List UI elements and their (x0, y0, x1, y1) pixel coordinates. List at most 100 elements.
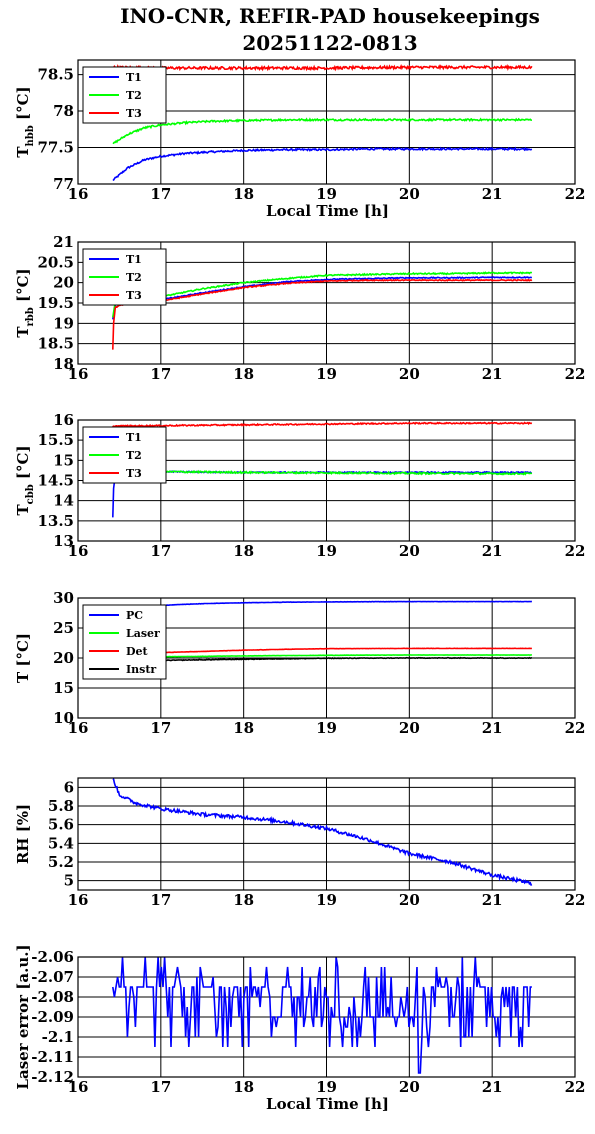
y-tick-label: 14.5 (37, 472, 74, 490)
x-tick-label: 20 (399, 719, 420, 737)
y-tick-label: 15 (53, 679, 74, 697)
x-tick-label: 16 (68, 1078, 89, 1096)
plot-frame (77, 59, 576, 185)
x-tick-label: 17 (150, 719, 171, 737)
y-tick-label: 5.6 (48, 816, 74, 834)
y-tick-label: 20 (53, 274, 74, 292)
legend-label: T3 (126, 467, 142, 480)
x-axis-label: Local Time [h] (266, 1095, 389, 1113)
legend-label: Instr (126, 663, 156, 676)
y-tick-label: 15 (53, 451, 74, 469)
x-tick-label: 18 (233, 1078, 254, 1096)
chart-panel-3: 16 17 18 19 20 21 22 13 13.5 14 14.5 15 15.5 16 Tcbb [… (14, 411, 585, 560)
plot-frame (77, 597, 576, 719)
series-line-t2 (114, 469, 533, 476)
series-line-pc (112, 600, 532, 611)
y-tick-label: 14 (53, 492, 74, 510)
series-line-laser (112, 654, 532, 659)
plot-frame (77, 777, 576, 891)
x-tick-label: 17 (150, 185, 171, 203)
legend: PC Laser Det Instr (82, 604, 167, 680)
series-line-t3 (112, 63, 533, 72)
x-tick-label: 19 (316, 365, 337, 383)
x-tick-label: 21 (482, 891, 503, 909)
y-tick-label: 20 (53, 649, 74, 667)
x-tick-label: 18 (233, 719, 254, 737)
x-tick-label: 19 (316, 719, 337, 737)
series-line-main (112, 957, 532, 1074)
x-tick-label: 17 (150, 1078, 171, 1096)
legend-label: T1 (126, 431, 142, 444)
x-tick-label: 20 (399, 542, 420, 560)
y-tick-label: 18 (53, 355, 74, 373)
x-tick-label: 16 (68, 891, 89, 909)
y-tick-label: -2.12 (31, 1068, 74, 1086)
y-tick-label: -2.11 (31, 1048, 74, 1066)
series-line-t1 (112, 470, 532, 518)
y-tick-label: 6 (64, 778, 74, 796)
x-tick-label: 16 (68, 542, 89, 560)
legend: T1 T2 T3 (82, 66, 167, 124)
legend-label: T1 (126, 71, 142, 84)
y-tick-label: 25 (53, 619, 74, 637)
x-tick-label: 21 (482, 719, 503, 737)
chart-panel-2: 16 17 18 19 20 21 22 18 18.5 19 19.5 20 20.5 21 Trbb [… (14, 233, 585, 383)
x-tick-label: 18 (233, 891, 254, 909)
y-tick-label: 5.8 (48, 797, 74, 815)
legend-box (82, 604, 167, 680)
x-tick-label: 20 (399, 1078, 420, 1096)
x-tick-label: 18 (233, 365, 254, 383)
chart-panel-4: 16 17 18 19 20 21 22 10 15 20 25 30 T [°C] PC Laser Det… (14, 589, 585, 737)
figure-title: INO-CNR, REFIR-PAD housekeepings (120, 4, 540, 28)
x-tick-label: 18 (233, 542, 254, 560)
plot-frame (77, 956, 576, 1078)
legend-label: PC (126, 609, 143, 622)
y-tick-label: -2.09 (31, 1008, 74, 1026)
panels: 16 17 18 19 20 21 22 77 77.5 78 78.5 Local Time [h]… (14, 59, 586, 1113)
y-tick-label: -2.1 (42, 1028, 74, 1046)
plot-frame (77, 241, 576, 365)
x-tick-label: 19 (316, 1078, 337, 1096)
legend-label: Laser (126, 627, 160, 640)
legend-label: Det (126, 645, 149, 658)
y-tick-label: 30 (53, 589, 74, 607)
x-tick-label: 21 (482, 1078, 503, 1096)
y-tick-label: 10 (53, 709, 74, 727)
x-tick-label: 16 (68, 719, 89, 737)
y-tick-label: 21 (53, 233, 74, 251)
series-line-t3 (112, 278, 533, 350)
x-tick-label: 20 (399, 365, 420, 383)
series-line-t2 (112, 271, 533, 318)
y-axis-label: Trbb [°C] (14, 268, 36, 337)
y-tick-label: 78.5 (37, 66, 74, 84)
y-tick-label: 78 (53, 102, 74, 120)
y-tick-label: 13 (53, 532, 74, 550)
x-tick-label: 21 (482, 542, 503, 560)
x-tick-label: 17 (150, 891, 171, 909)
y-axis-label: Tcbb [°C] (14, 445, 36, 515)
series-line-t1 (112, 146, 533, 181)
y-tick-label: 77 (53, 175, 74, 193)
legend: T1 T2 T3 (82, 426, 167, 484)
y-tick-label: 5.2 (48, 853, 74, 871)
y-axis-label: Laser error [a.u.] (14, 944, 32, 1089)
y-axis-label: RH [%] (14, 804, 32, 864)
x-tick-label: 16 (68, 185, 89, 203)
y-tick-label: 19.5 (37, 294, 74, 312)
figure-subtitle: 20251122-0813 (242, 31, 417, 55)
legend-label: T2 (126, 89, 142, 102)
x-tick-label: 19 (316, 185, 337, 203)
y-tick-label: 20.5 (37, 253, 74, 271)
y-tick-label: 15.5 (37, 431, 74, 449)
x-tick-label: 21 (482, 365, 503, 383)
series-line-t1 (112, 275, 532, 320)
x-tick-label: 22 (565, 1078, 586, 1096)
series-line-t2 (112, 117, 532, 145)
y-tick-label: 5.4 (48, 834, 74, 852)
series-line-instr (112, 656, 532, 664)
x-tick-label: 19 (316, 542, 337, 560)
legend: T1 T2 T3 (82, 248, 167, 306)
x-tick-label: 20 (399, 891, 420, 909)
x-tick-label: 22 (565, 542, 586, 560)
legend-label: T3 (126, 289, 142, 302)
